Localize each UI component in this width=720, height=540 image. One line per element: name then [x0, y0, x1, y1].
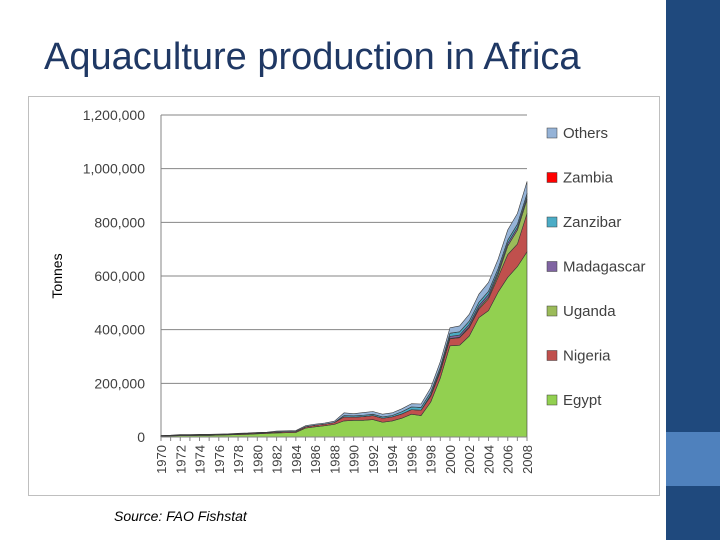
chart-frame: 0 200,000 400,000 600,000 800,000 1,000,000 1,… — [28, 96, 660, 496]
legend-item-zambia: Zambia — [546, 170, 614, 187]
y-tick-label: 1,200,000 — [83, 107, 145, 123]
y-axis-ticks: 0 200,000 400,000 600,000 800,000 1,000,000 1,… — [83, 107, 146, 445]
legend-item-uganda: Uganda — [546, 303, 616, 320]
legend-label: Egypt — [563, 392, 602, 409]
x-tick-label: 1984 — [289, 445, 304, 474]
x-tick-label: 1986 — [308, 445, 323, 474]
y-tick-label: 400,000 — [94, 322, 145, 338]
x-tick-label: 2004 — [481, 445, 496, 474]
legend-swatch — [546, 127, 558, 139]
legend-item-madagascar: Madagascar — [546, 259, 646, 276]
x-tick-label: 1988 — [327, 445, 342, 474]
x-tick-label: 1982 — [270, 445, 285, 474]
slide-title: Aquaculture production in Africa — [44, 36, 581, 78]
legend-label: Others — [563, 125, 608, 142]
legend-swatch — [546, 261, 558, 272]
legend-item-nigeria: Nigeria — [546, 348, 611, 365]
legend-item-zanzibar: Zanzibar — [546, 214, 621, 231]
y-tick-label: 0 — [137, 429, 145, 445]
x-axis-ticks: 1970 1972 1974 1976 1978 1980 1982 1984 1986 1988… — [154, 436, 535, 474]
legend-swatch — [546, 305, 558, 317]
x-tick-label: 1996 — [404, 445, 419, 474]
legend-item-egypt: Egypt — [546, 392, 602, 409]
legend-swatch — [546, 172, 558, 183]
y-tick-label: 1,000,000 — [83, 161, 145, 177]
x-tick-label: 2008 — [520, 445, 535, 474]
legend: Others Zambia Zanzibar Madagascar Uganda Nige… — [546, 125, 646, 409]
legend-label: Uganda — [563, 303, 616, 320]
source-note: Source: FAO Fishstat — [114, 508, 247, 524]
x-tick-label: 1976 — [212, 445, 227, 474]
legend-swatch — [546, 216, 558, 228]
y-axis-label: Tonnes — [49, 253, 65, 298]
x-tick-label: 2002 — [462, 445, 477, 474]
area-egypt — [160, 251, 528, 438]
x-tick-label: 2000 — [443, 445, 458, 474]
x-tick-label: 1992 — [366, 445, 381, 474]
x-tick-label: 1974 — [193, 445, 208, 474]
legend-label: Zambia — [563, 170, 614, 187]
x-tick-label: 1970 — [154, 445, 169, 474]
legend-label: Nigeria — [563, 348, 611, 365]
area-chart: 0 200,000 400,000 600,000 800,000 1,000,000 1,… — [49, 107, 646, 474]
x-tick-label: 1978 — [231, 445, 246, 474]
legend-label: Madagascar — [563, 259, 646, 276]
legend-label: Zanzibar — [563, 214, 621, 231]
y-tick-label: 800,000 — [94, 214, 145, 230]
x-tick-label: 1990 — [347, 445, 362, 474]
x-tick-label: 1980 — [250, 445, 265, 474]
x-tick-label: 1994 — [385, 445, 400, 474]
x-tick-label: 1972 — [173, 445, 188, 474]
legend-swatch — [546, 350, 558, 361]
legend-item-others: Others — [546, 125, 608, 142]
legend-swatch — [546, 394, 558, 406]
y-tick-label: 200,000 — [94, 375, 145, 391]
y-tick-label: 600,000 — [94, 268, 145, 284]
x-tick-label: 1998 — [424, 445, 439, 474]
area-others — [160, 181, 528, 437]
stacked-areas — [160, 181, 528, 438]
x-tick-label: 2006 — [501, 445, 516, 474]
sidebar-accent-block — [666, 432, 720, 486]
